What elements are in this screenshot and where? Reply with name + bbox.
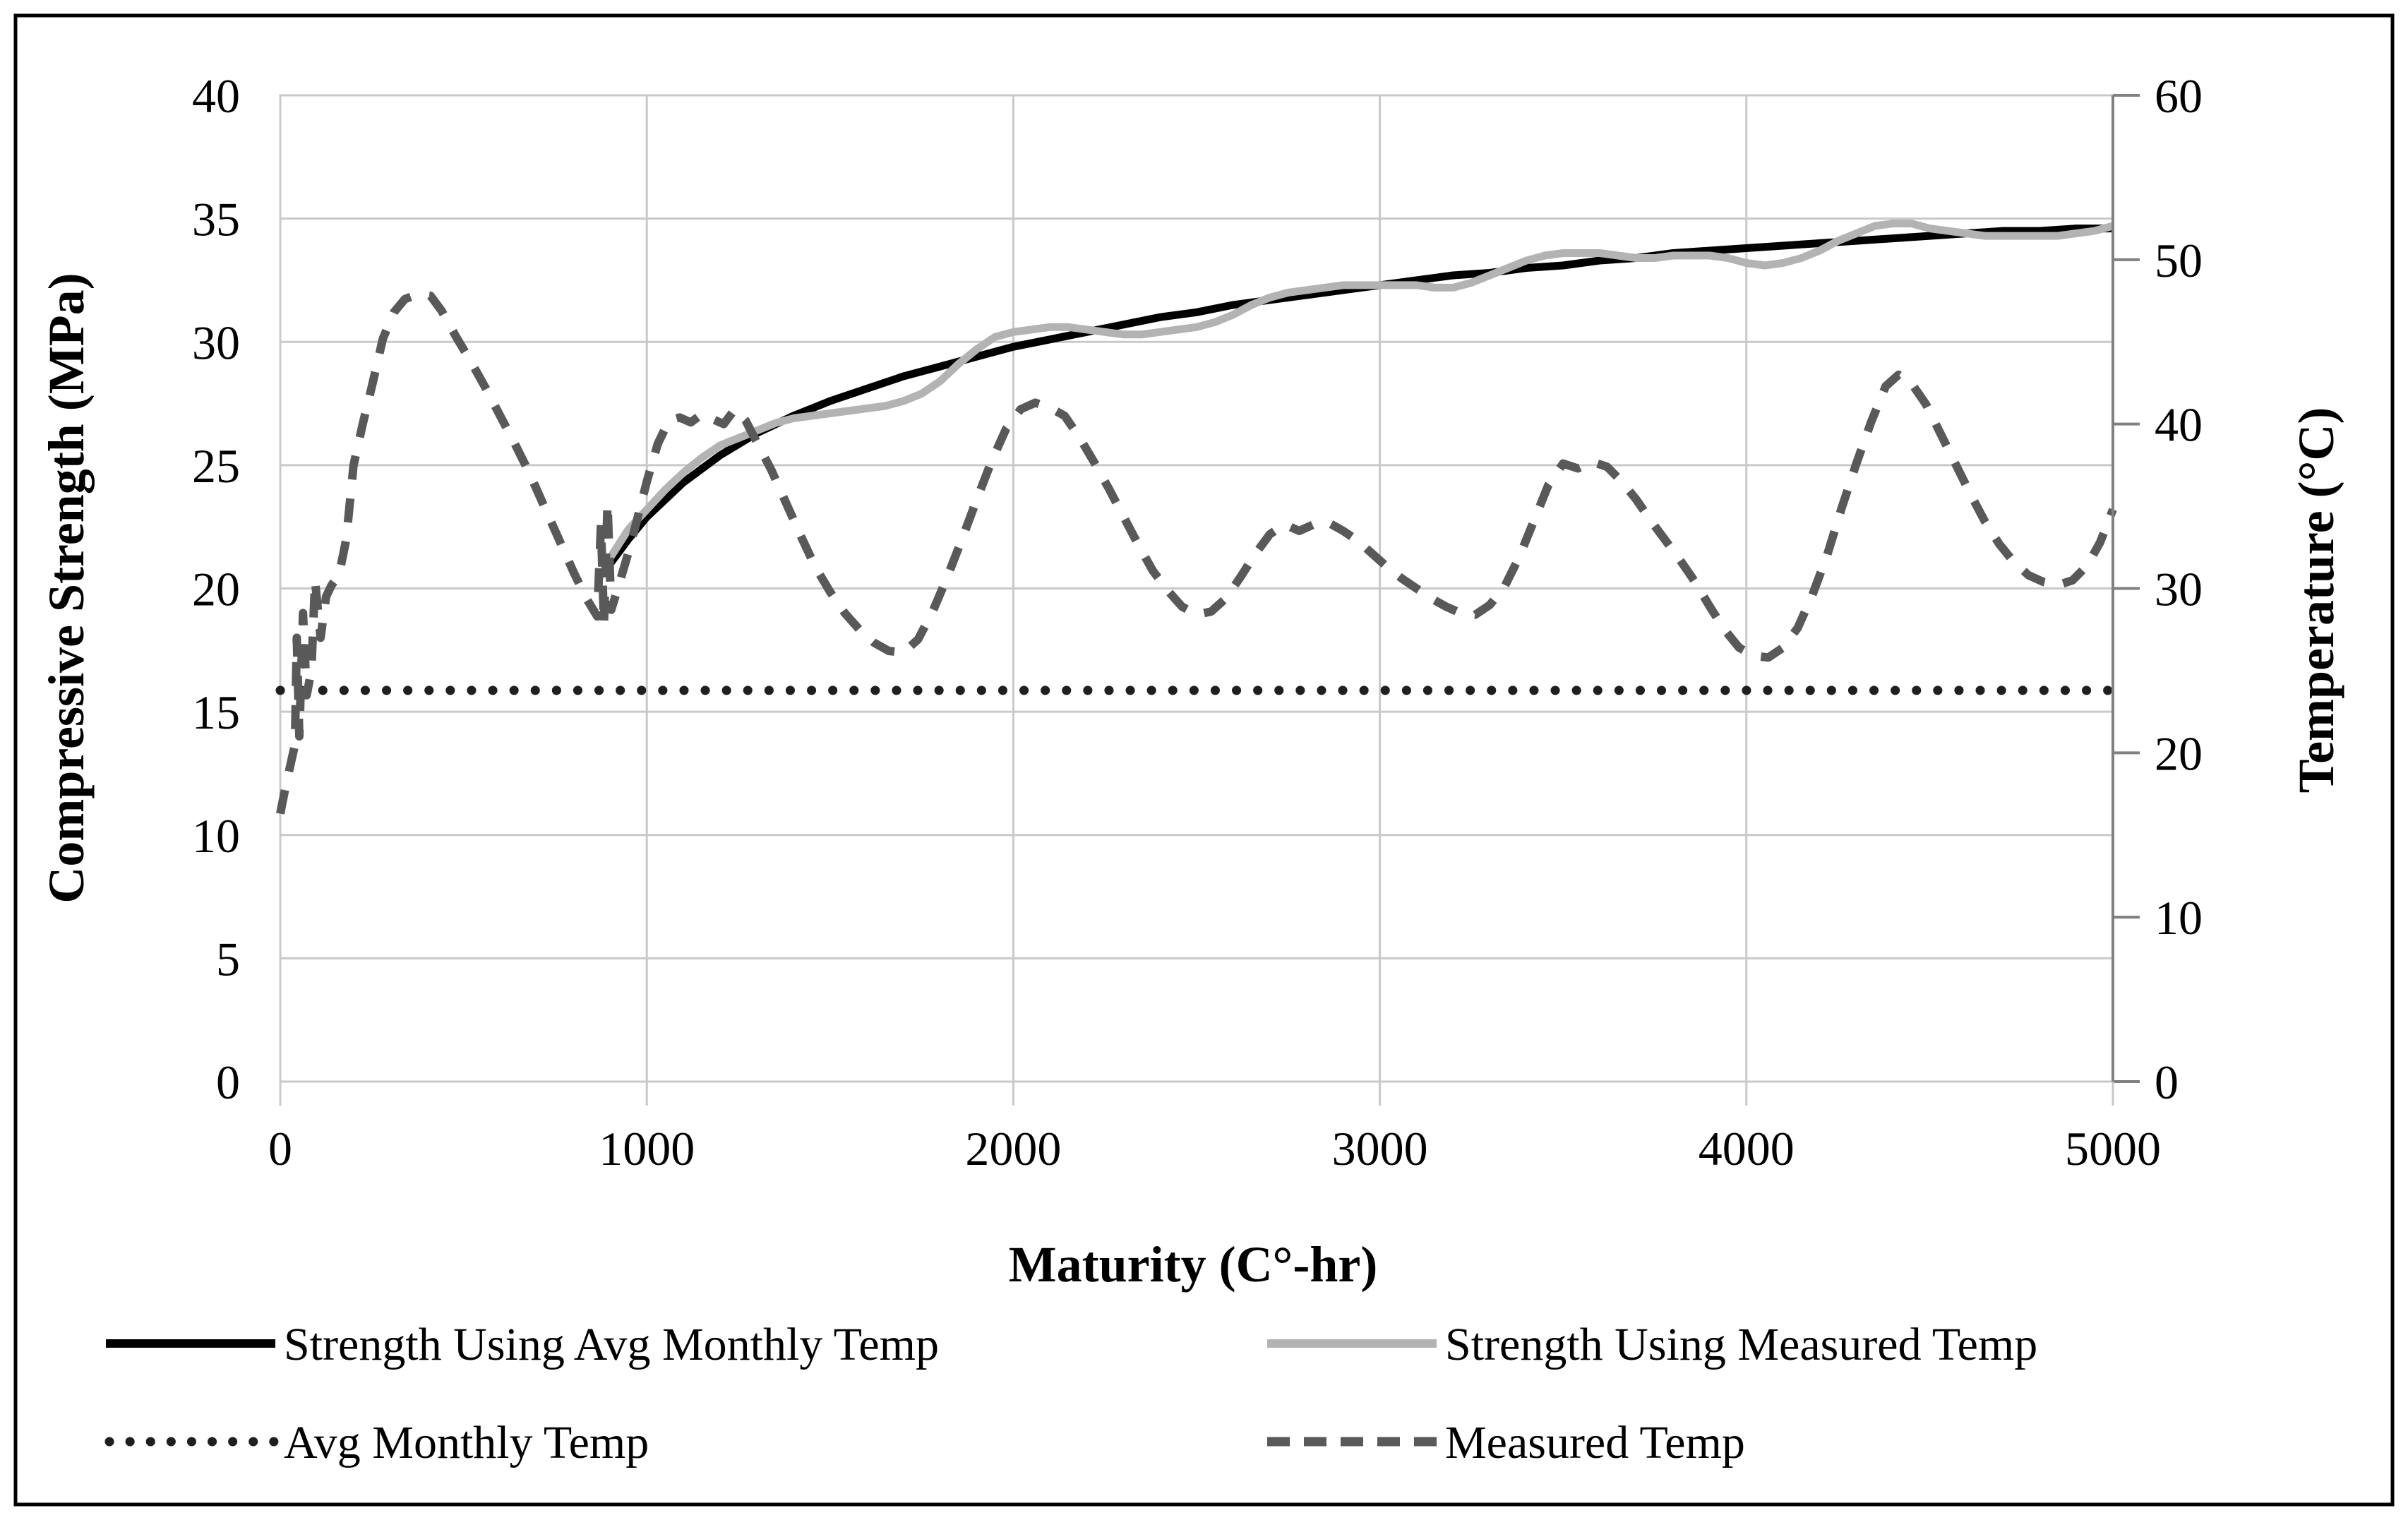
left-tick-10: 10 — [192, 809, 240, 863]
x-tick-5000: 5000 — [2065, 1122, 2161, 1175]
right-tick-30: 30 — [2155, 563, 2203, 616]
axes — [279, 94, 2140, 1106]
right-axis-title: Temperature (°C) — [2288, 407, 2344, 794]
x-tick-1000: 1000 — [599, 1122, 695, 1175]
legend-item-avg-monthly-temp: Avg Monthly Temp — [104, 1417, 649, 1468]
right-tick-20: 20 — [2155, 726, 2203, 780]
x-tick-0: 0 — [268, 1122, 292, 1175]
left-tick-35: 35 — [192, 193, 240, 246]
left-axis-title: Compressive Strength (MPa) — [38, 273, 95, 903]
series-line-0 — [599, 225, 2113, 576]
left-tick-15: 15 — [192, 686, 240, 739]
legend-item-strength-avg-monthly: Strength Using Avg Monthly Temp — [106, 1319, 939, 1370]
legend: Strength Using Avg Monthly Temp Strength… — [104, 1319, 2037, 1468]
left-tick-0: 0 — [216, 1055, 240, 1109]
x-tick-4000: 4000 — [1699, 1122, 1795, 1175]
data-series — [275, 220, 2118, 815]
right-tick-0: 0 — [2155, 1055, 2179, 1109]
right-tick-40: 40 — [2155, 398, 2203, 452]
left-tick-5: 5 — [216, 932, 240, 986]
legend-label-strength-avg: Strength Using Avg Monthly Temp — [284, 1319, 939, 1370]
right-tick-50: 50 — [2155, 234, 2203, 287]
axis-tick-labels: 0 5 10 15 20 25 30 35 40 0 10 20 30 40 50 60 0 1000 2000 30… — [192, 69, 2203, 1175]
series-line-3 — [276, 289, 2117, 815]
legend-label-strength-measured: Strength Using Measured Temp — [1445, 1319, 2037, 1370]
x-tick-2000: 2000 — [965, 1122, 1061, 1175]
right-tick-60: 60 — [2155, 69, 2203, 123]
legend-label-measured-temp: Measured Temp — [1445, 1417, 1745, 1468]
x-axis-title: Maturity (C°-hr) — [1009, 1236, 1378, 1293]
x-tick-3000: 3000 — [1332, 1122, 1428, 1175]
right-tick-10: 10 — [2155, 891, 2203, 945]
left-tick-40: 40 — [192, 69, 240, 123]
legend-item-strength-measured: Strength Using Measured Temp — [1267, 1319, 2037, 1370]
legend-item-measured-temp: Measured Temp — [1267, 1417, 1745, 1468]
legend-label-avg-monthly-temp: Avg Monthly Temp — [284, 1417, 649, 1468]
figure-border — [13, 13, 2395, 1507]
left-tick-25: 25 — [192, 439, 240, 493]
left-tick-30: 30 — [192, 316, 240, 369]
left-tick-20: 20 — [192, 563, 240, 616]
series-line-1 — [601, 220, 2114, 569]
